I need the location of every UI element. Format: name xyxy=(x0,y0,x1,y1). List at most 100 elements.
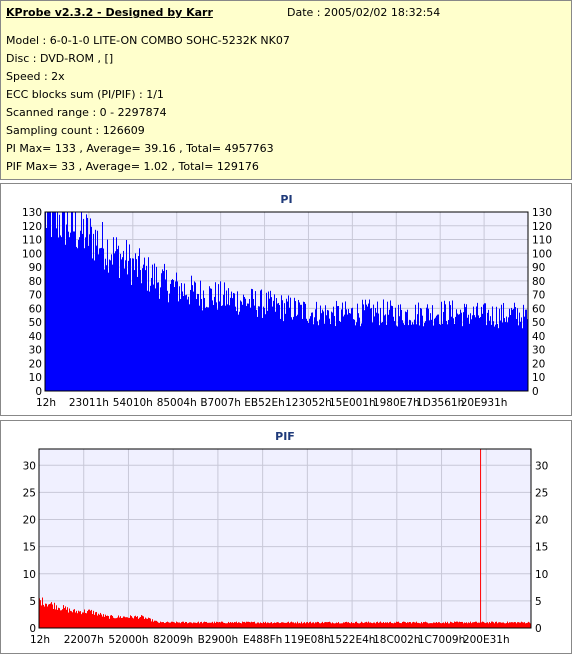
scan-bar xyxy=(351,308,352,391)
scan-bar xyxy=(513,622,514,628)
scan-bar xyxy=(473,306,474,391)
scan-bar xyxy=(369,299,370,391)
x-tick-label: 20E931h xyxy=(461,397,508,409)
scan-bar xyxy=(86,613,87,628)
scan-bar xyxy=(132,258,133,391)
scan-bar xyxy=(281,622,282,628)
scan-bar xyxy=(239,622,240,628)
y-tick-label-right: 50 xyxy=(532,317,545,329)
x-tick-label: 119E08h xyxy=(284,634,331,646)
scan-bar xyxy=(216,621,217,628)
scan-bar xyxy=(165,279,166,391)
scan-bar xyxy=(416,324,417,391)
scan-bar xyxy=(333,306,334,391)
scan-bar xyxy=(443,311,444,391)
scan-bar xyxy=(65,244,66,391)
scan-bar xyxy=(229,305,230,391)
scan-bar xyxy=(248,303,249,391)
y-tick-label-left: 40 xyxy=(29,331,42,343)
scan-bar xyxy=(285,313,286,391)
scan-bar xyxy=(479,318,480,391)
scan-bar xyxy=(320,305,321,391)
scan-bar xyxy=(399,622,400,628)
scan-bar xyxy=(344,314,345,391)
scan-bar xyxy=(303,622,304,628)
scan-bar xyxy=(257,622,258,628)
scan-bar xyxy=(243,294,244,391)
scan-bar xyxy=(459,314,460,391)
scan-bar xyxy=(239,311,240,391)
scan-bar xyxy=(283,321,284,391)
y-tick-label-right: 20 xyxy=(535,515,548,527)
scan-bar xyxy=(430,313,431,391)
scan-bar xyxy=(200,280,201,391)
scan-bar xyxy=(219,301,220,391)
scan-bar xyxy=(456,309,457,391)
scan-bar xyxy=(102,221,103,391)
scan-bar xyxy=(75,212,76,391)
scan-bar xyxy=(90,218,91,391)
scan-bar xyxy=(265,621,266,628)
scan-bar xyxy=(359,623,360,628)
scan-bar xyxy=(484,303,485,391)
scan-bar xyxy=(74,609,75,628)
x-tick-label: 1522E4h xyxy=(329,634,376,646)
scan-bar xyxy=(343,622,344,628)
scan-bar xyxy=(293,316,294,391)
scan-bar xyxy=(142,615,143,628)
scan-bar xyxy=(124,268,125,391)
scan-bar xyxy=(419,623,420,628)
scan-bar xyxy=(341,309,342,391)
scan-bar xyxy=(234,293,235,391)
scan-bar xyxy=(118,615,119,628)
scan-bar xyxy=(212,621,213,628)
scan-bar xyxy=(306,318,307,391)
x-tick-label: 200E31h xyxy=(463,634,510,646)
scan-bar xyxy=(521,621,522,628)
scan-bar xyxy=(139,617,140,628)
scan-bar xyxy=(116,618,117,628)
scan-bar xyxy=(369,622,370,628)
scan-bar xyxy=(176,621,177,628)
scan-bar xyxy=(289,307,290,391)
scan-bar xyxy=(164,623,165,628)
scan-bar xyxy=(145,270,146,391)
scan-bar xyxy=(311,312,312,391)
scan-bar xyxy=(215,282,216,391)
scan-bar xyxy=(117,617,118,628)
scan-bar xyxy=(502,322,503,391)
scan-bar xyxy=(443,622,444,628)
scan-bar xyxy=(66,609,67,628)
scan-bar xyxy=(98,254,99,391)
scan-bar xyxy=(327,309,328,391)
scan-bar xyxy=(56,605,57,628)
scan-bar xyxy=(151,277,152,391)
scan-bar xyxy=(76,610,77,628)
scan-bar xyxy=(365,299,366,391)
scan-bar xyxy=(140,616,141,628)
scan-bar xyxy=(110,615,111,628)
scan-bar xyxy=(464,622,465,628)
scan-bar xyxy=(323,623,324,628)
scan-bar xyxy=(330,622,331,628)
scan-bar xyxy=(474,622,475,628)
scan-date: Date : 2005/02/02 18:32:54 xyxy=(287,6,441,19)
scan-bar xyxy=(504,623,505,628)
scan-bar xyxy=(289,623,290,628)
scan-bar xyxy=(127,617,128,628)
scan-bar xyxy=(400,623,401,628)
scan-bar xyxy=(440,623,441,628)
scan-bar xyxy=(211,288,212,391)
scan-bar xyxy=(40,600,41,628)
scan-bar xyxy=(278,302,279,391)
pi-summary-line: PI Max= 133 , Average= 39.16 , Total= 49… xyxy=(6,142,274,155)
scan-bar xyxy=(270,290,271,391)
y-tick-label-left: 10 xyxy=(23,569,36,581)
scan-bar xyxy=(133,258,134,391)
scan-bar xyxy=(232,622,233,628)
scan-bar xyxy=(174,622,175,628)
scan-bar xyxy=(315,622,316,628)
scan-bar xyxy=(119,617,120,628)
scan-bar xyxy=(188,296,189,391)
y-tick-label-right: 25 xyxy=(535,487,548,499)
